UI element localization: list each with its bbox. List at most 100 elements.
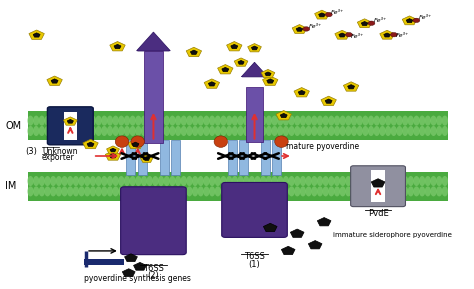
Bar [84,259,124,265]
Ellipse shape [220,186,227,197]
Ellipse shape [146,176,153,186]
Ellipse shape [152,116,158,126]
Ellipse shape [164,176,170,186]
Ellipse shape [356,116,363,126]
Ellipse shape [67,116,73,126]
Ellipse shape [408,176,414,186]
Polygon shape [321,96,337,105]
Ellipse shape [84,116,91,126]
Ellipse shape [129,176,136,186]
Text: (2): (2) [147,271,159,280]
Ellipse shape [226,186,232,197]
Ellipse shape [334,126,340,136]
Polygon shape [384,33,390,37]
Circle shape [413,18,420,23]
Ellipse shape [181,116,187,126]
Ellipse shape [413,126,419,136]
Bar [27,172,448,201]
Polygon shape [128,139,143,149]
Ellipse shape [396,116,402,126]
Ellipse shape [328,116,335,126]
Ellipse shape [294,186,301,197]
Ellipse shape [135,126,141,136]
Ellipse shape [277,186,283,197]
Ellipse shape [413,186,419,197]
Ellipse shape [169,116,175,126]
Polygon shape [144,157,150,160]
Ellipse shape [175,186,181,197]
Text: Fe³⁺: Fe³⁺ [396,33,409,38]
Ellipse shape [39,116,45,126]
Ellipse shape [356,176,363,186]
Ellipse shape [107,126,113,136]
Ellipse shape [243,186,249,197]
Ellipse shape [385,176,391,186]
Ellipse shape [192,186,198,197]
Ellipse shape [362,116,368,126]
Ellipse shape [67,176,73,186]
Bar [127,140,136,175]
Ellipse shape [237,186,244,197]
Ellipse shape [95,176,102,186]
Polygon shape [132,142,139,147]
Ellipse shape [266,186,272,197]
Ellipse shape [396,186,402,197]
Ellipse shape [283,116,289,126]
Bar [261,140,270,175]
Ellipse shape [266,116,272,126]
Ellipse shape [374,126,380,136]
Ellipse shape [237,116,244,126]
Ellipse shape [198,176,204,186]
Ellipse shape [430,176,437,186]
Circle shape [368,21,375,25]
Ellipse shape [283,186,289,197]
Ellipse shape [79,116,85,126]
Polygon shape [47,76,62,86]
Ellipse shape [164,116,170,126]
Ellipse shape [152,126,158,136]
Ellipse shape [112,116,119,126]
Ellipse shape [402,126,408,136]
Ellipse shape [84,176,91,186]
Ellipse shape [385,116,391,126]
Ellipse shape [272,176,278,186]
Ellipse shape [317,116,323,126]
Polygon shape [109,154,117,158]
Ellipse shape [158,126,164,136]
Ellipse shape [402,176,408,186]
Ellipse shape [436,126,442,136]
Ellipse shape [203,126,210,136]
Ellipse shape [306,116,312,126]
Ellipse shape [129,116,136,126]
Text: Fe³⁺: Fe³⁺ [309,24,322,29]
Ellipse shape [220,126,227,136]
Ellipse shape [158,186,164,197]
Polygon shape [33,33,40,37]
Ellipse shape [306,186,312,197]
Ellipse shape [402,116,408,126]
Ellipse shape [226,176,232,186]
Circle shape [303,27,310,31]
Ellipse shape [391,186,397,197]
Ellipse shape [107,186,113,197]
Ellipse shape [169,126,175,136]
Ellipse shape [67,186,73,197]
Ellipse shape [112,126,119,136]
Polygon shape [125,254,137,262]
Polygon shape [265,72,271,76]
Ellipse shape [73,116,79,126]
Text: pyoverdine synthesis genes: pyoverdine synthesis genes [84,274,191,283]
Ellipse shape [300,116,306,126]
Ellipse shape [50,186,56,197]
Ellipse shape [124,186,130,197]
Ellipse shape [141,186,147,197]
Text: IM: IM [5,181,17,191]
Ellipse shape [249,186,255,197]
Bar [160,140,169,175]
Ellipse shape [226,116,232,126]
Polygon shape [308,240,322,249]
Ellipse shape [408,116,414,126]
Polygon shape [227,42,242,51]
Ellipse shape [101,186,108,197]
Ellipse shape [164,126,170,136]
